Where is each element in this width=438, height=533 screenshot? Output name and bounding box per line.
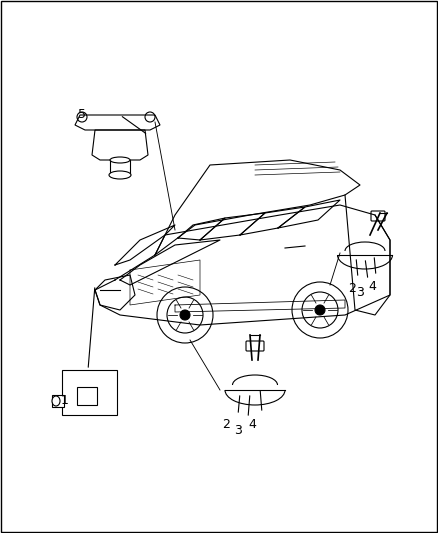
Text: 4: 4 [368, 279, 376, 293]
Ellipse shape [110, 157, 130, 163]
Bar [110, 160, 130, 175]
Bar [77, 387, 97, 405]
Bar [62, 370, 117, 415]
Text: 4: 4 [248, 418, 256, 432]
Ellipse shape [52, 396, 60, 406]
Text: 3: 3 [234, 424, 242, 437]
FancyBboxPatch shape [371, 211, 385, 221]
Text: 2: 2 [222, 418, 230, 432]
Circle shape [315, 305, 325, 315]
Text: 3: 3 [356, 286, 364, 298]
Text: 1: 1 [61, 393, 69, 407]
Ellipse shape [109, 171, 131, 179]
Text: 2: 2 [348, 281, 356, 295]
Bar [52, 395, 64, 407]
FancyBboxPatch shape [246, 341, 264, 351]
Circle shape [180, 310, 190, 320]
Text: 5: 5 [78, 109, 86, 122]
